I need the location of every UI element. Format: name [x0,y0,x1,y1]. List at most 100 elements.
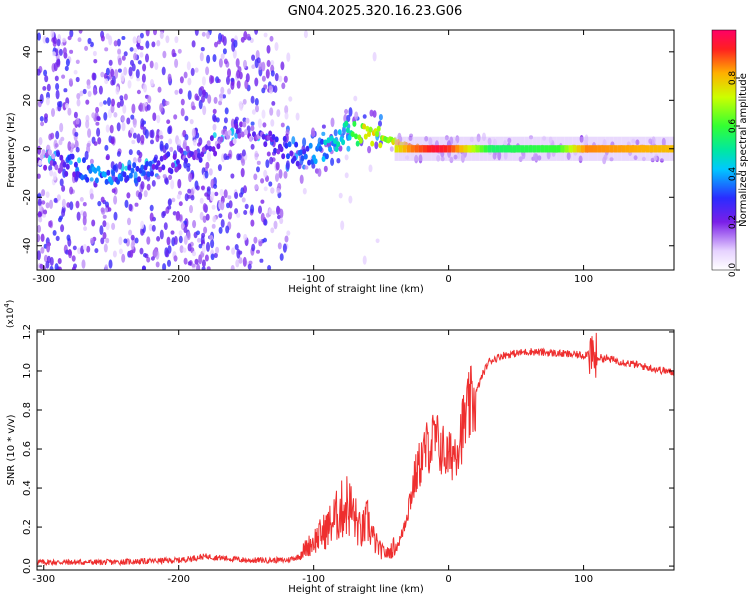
spectrogram-cell [162,50,167,59]
spectrogram-core-cell [661,145,666,153]
spectrogram-ridge-cell [284,142,289,149]
spectrogram-cell [212,123,217,131]
spectrogram-cell [113,195,118,205]
spectrogram-cell [263,169,268,178]
spectrogram-cell [151,41,156,48]
spectrogram-cell [225,225,230,234]
spectrogram-cell [45,37,50,44]
spectrogram-cell [204,254,209,262]
spectrogram-cell [188,172,193,183]
spectrogram-cell [261,87,266,94]
spectrogram-core-cell [406,145,411,153]
spectrogram-core-cell [540,145,545,153]
spectrogram-ridge-cell [299,149,303,156]
spectrogram-cell [145,30,150,37]
spectrogram-cell [199,197,204,204]
spectrogram-cell [205,161,210,169]
spectrogram-cell [144,129,149,139]
spectrogram-core-cell [625,145,630,153]
spectrogram-cell [48,165,53,172]
x-tick-label: -300 [32,274,55,285]
spectrogram-core-cell [544,145,549,153]
spectrogram-cell [53,37,57,44]
spectrogram-band-cell [674,137,678,161]
spectrogram-ridge-cell [103,171,107,178]
spectrogram-cell [68,78,73,85]
spectrogram-cell [79,90,84,97]
spectrogram-cell [129,47,134,52]
spectrogram-cell [126,117,131,125]
colorbar-tick-label: 0.0 [728,263,738,278]
spectrogram-cell [183,235,188,245]
spectrogram-ridge-cell [295,160,300,167]
spectrogram-cell [75,117,80,125]
spectrogram-cell [166,119,171,124]
spectrogram-cell [275,173,279,182]
spectrogram-cell [227,68,231,78]
spectrogram-cell [161,211,166,219]
spectrogram-cell [198,99,203,110]
spectrogram-cell [140,134,145,144]
spectrogram-cell [104,207,109,213]
spectrogram-core-cell [427,145,431,153]
x-tick-label: 100 [574,574,593,585]
spectrogram-cell [37,198,42,206]
spectrogram-cell [243,233,248,241]
spectrogram-cell [242,98,247,105]
spectrogram-ridge-cell [49,160,54,166]
spectrogram-cell [184,134,189,141]
spectrogram-cell [60,224,65,233]
spectrogram-cell [37,145,42,155]
spectrogram-cell [37,224,41,233]
spectrogram-cell [87,90,92,97]
spectrogram-ridge-cell [365,125,370,132]
spectrogram-cell [156,175,161,180]
spectrogram-cell [344,172,349,179]
spectrogram-core-cell [467,145,472,153]
spectrogram-ridge-cell [250,125,255,132]
spectrogram-cell [250,143,255,150]
spectrogram-ridge-cell [305,145,310,152]
spectrogram-cell [156,236,161,242]
spectrogram-cell [111,98,115,107]
spectrogram-cell [110,138,115,145]
spectrogram-cell [176,194,181,200]
spectrogram-cell [236,69,241,79]
y-tick-label: -20 [22,189,33,205]
spectrogram-cell [236,80,241,89]
spectrogram-ridge-cell [274,136,279,143]
spectrogram-ridge-cell [127,164,132,171]
spectrogram-cell [214,41,218,48]
spectrogram-core-cell [447,145,452,153]
spectrogram-cell [97,200,102,207]
spectrogram-cell [69,201,74,211]
spectrogram-ridge-cell [307,159,312,166]
spectrogram-cell [128,149,133,156]
spectrogram-cell [260,199,265,204]
spectrogram-cell [237,154,242,161]
spectrogram-cell [330,117,335,128]
spectrogram-core-cell [455,145,460,153]
spectrogram-ridge-cell [243,129,248,136]
spectrogram-cell [120,72,125,82]
spectrogram-cell [145,53,149,63]
spectrogram-core-cell [580,145,585,153]
spectrogram-cell [280,61,285,71]
y-tick-label: -40 [22,238,33,254]
spectrogram-cell [123,93,128,101]
spectrogram-cell [100,71,105,78]
spectrogram-cell [208,168,213,176]
spectrogram-cell [178,88,183,95]
spectrogram-cell [268,181,273,187]
spectrogram-cell [154,62,159,70]
spectrogram-cell [233,119,238,125]
spectrogram-cell [210,253,215,261]
spectrogram-cell [220,219,225,228]
spectrogram-cell [43,116,48,124]
spectrogram-cell [149,60,154,69]
spectrogram-cell [186,61,191,71]
spectrogram-cell [284,235,289,243]
spectrogram-cell [105,67,110,76]
spectrogram-cell [171,48,176,58]
colorbar-tick-label: 0.6 [728,119,738,134]
